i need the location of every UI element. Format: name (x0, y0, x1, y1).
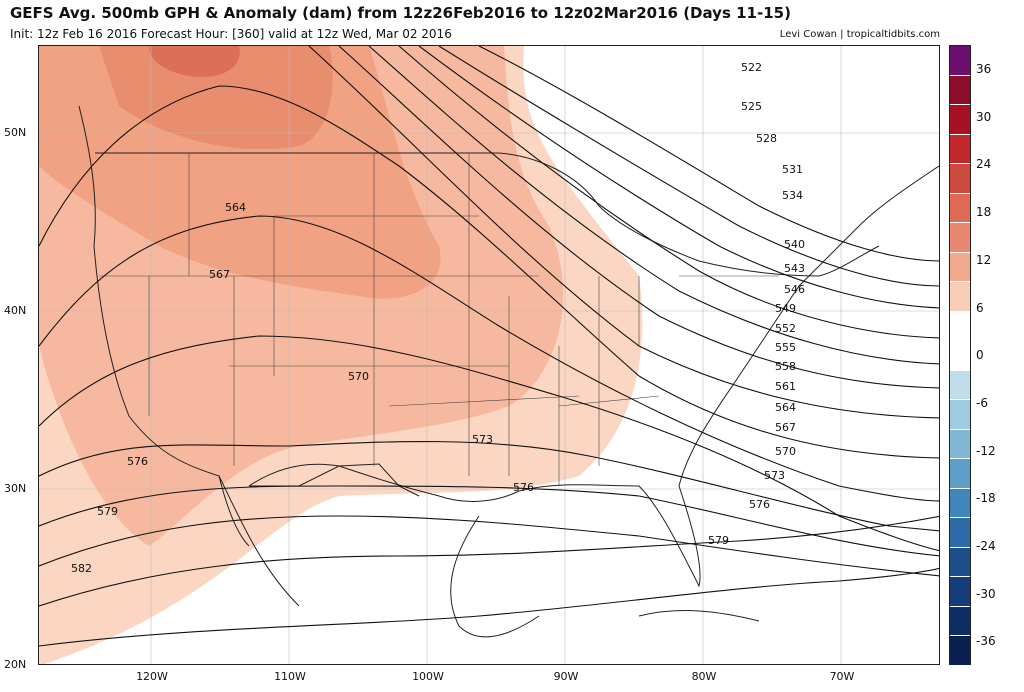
map-panel: 522 525 528 531 534 540 543 546 549 552 … (38, 45, 940, 665)
contour-label: 555 (775, 341, 796, 354)
colorbar-segment (950, 75, 970, 106)
contour-label: 552 (775, 322, 796, 335)
colorbar-segment (950, 164, 970, 194)
colorbar-segment (950, 606, 970, 637)
colorbar-tick-label: 12 (976, 252, 992, 267)
contour-label: 540 (784, 238, 805, 251)
contour-label: 522 (741, 61, 762, 74)
colorbar-tick-label: -6 (976, 395, 988, 410)
lat-label-30n: 30N (4, 482, 27, 495)
lon-label-100w: 100W (412, 670, 444, 683)
map-credit: Levi Cowan | tropicaltidbits.com (779, 29, 940, 40)
map-subtitle: Init: 12z Feb 16 2016 Forecast Hour: [36… (10, 27, 452, 41)
colorbar-segment (950, 400, 970, 430)
colorbar-tick-label: 24 (976, 157, 992, 172)
contour-label: 558 (775, 360, 796, 373)
colorbar-tick-label: -18 (976, 491, 996, 506)
map-canvas (39, 46, 939, 664)
colorbar-tick-label: -30 (976, 586, 996, 601)
contour-label: 534 (782, 189, 803, 202)
contour-label: 564 (775, 401, 796, 414)
colorbar-segment (950, 311, 970, 342)
colorbar-segment (950, 105, 970, 135)
colorbar-segment (950, 370, 970, 401)
contour-label: 561 (775, 380, 796, 393)
lat-label-40n: 40N (4, 304, 27, 317)
colorbar-tick-label: 0 (976, 348, 984, 363)
contour-label: 531 (782, 163, 803, 176)
anomaly-18 (149, 46, 240, 77)
colorbar-segment (950, 636, 970, 666)
contour-label: 576 (749, 498, 770, 511)
colorbar-segment (950, 252, 970, 283)
lon-label-80w: 80W (691, 670, 717, 683)
contour-label: 546 (784, 283, 805, 296)
contour-label: 567 (209, 268, 230, 281)
lon-label-90w: 90W (553, 670, 579, 683)
contour-label: 570 (775, 445, 796, 458)
colorbar-segment (950, 223, 970, 253)
colorbar-segment (950, 429, 970, 460)
contour-label: 579 (708, 534, 729, 547)
colorbar-segment (950, 134, 970, 165)
lat-label-20n: 20N (4, 658, 27, 671)
colorbar-segment (950, 577, 970, 607)
lon-label-110w: 110W (274, 670, 306, 683)
colorbar-segment (950, 547, 970, 578)
colorbar-segment (950, 488, 970, 519)
colorbar-segment (950, 518, 970, 548)
colorbar-segment (950, 282, 970, 312)
contour-label: 579 (97, 505, 118, 518)
colorbar-tick-label: 6 (976, 300, 984, 315)
colorbar-tick-label: 30 (976, 109, 992, 124)
contour-label: 573 (472, 433, 493, 446)
contour-label: 573 (764, 469, 785, 482)
map-title: GEFS Avg. 500mb GPH & Anomaly (dam) from… (10, 4, 791, 22)
height-contours (39, 46, 939, 647)
colorbar-segment (950, 341, 970, 371)
lon-label-120w: 120W (136, 670, 168, 683)
colorbar-tick-label: 18 (976, 205, 992, 220)
contour-label: 576 (127, 455, 148, 468)
contour-label: 576 (513, 481, 534, 494)
anomaly-shading (39, 46, 643, 664)
colorbar-segment (950, 459, 970, 489)
colorbar-tick-label: -12 (976, 443, 996, 458)
contour-label: 543 (784, 262, 805, 275)
contour-label: 582 (71, 562, 92, 575)
coastlines (78, 105, 939, 638)
contour-label: 570 (348, 370, 369, 383)
anomaly-15 (99, 46, 333, 150)
contour-label: 564 (225, 201, 246, 214)
colorbar-tick-label: 36 (976, 62, 992, 76)
colorbar-tick-label: -24 (976, 539, 996, 553)
colorbar-segment (950, 46, 970, 76)
graticule (39, 46, 939, 664)
state-borders (99, 153, 779, 486)
contour-label: 567 (775, 421, 796, 434)
colorbar-segment (950, 193, 970, 224)
contour-label: 528 (756, 132, 777, 145)
contour-label: 525 (741, 100, 762, 113)
lat-label-50n: 50N (4, 126, 27, 139)
lon-label-70w: 70W (829, 670, 855, 683)
colorbar-tick-label: -36 (976, 634, 996, 649)
contour-label: 549 (775, 302, 796, 315)
anomaly-colorbar (949, 45, 971, 666)
